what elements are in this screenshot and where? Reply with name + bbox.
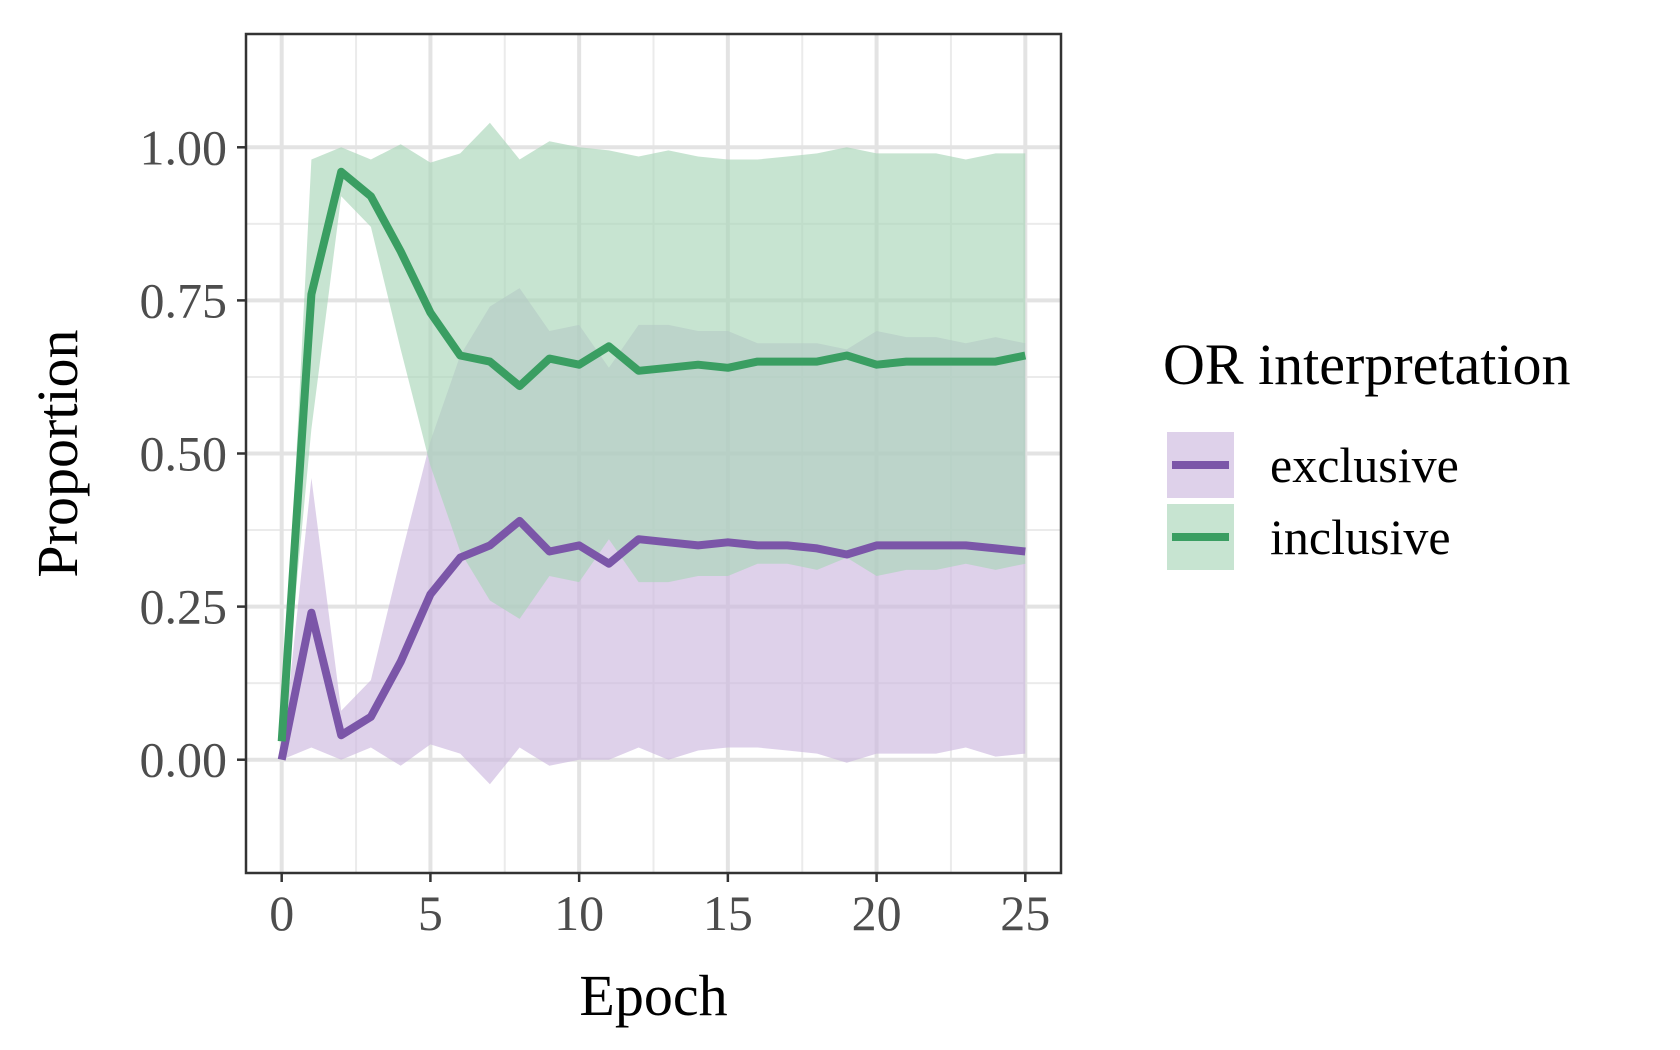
y-axis-title: Proportion bbox=[25, 329, 90, 577]
legend-items: exclusive inclusive bbox=[1167, 432, 1459, 570]
y-tick-label: 1.00 bbox=[140, 119, 228, 175]
line-inclusive bbox=[277, 167, 1027, 742]
y-tick-label: 0.25 bbox=[140, 579, 228, 635]
series-lines bbox=[277, 167, 1027, 761]
legend-label-exclusive: exclusive bbox=[1270, 437, 1459, 493]
line-exclusive bbox=[277, 516, 1026, 761]
legend-title: OR interpretation bbox=[1163, 332, 1571, 397]
y-axis: 0.00 0.25 0.50 0.75 1.00 bbox=[140, 119, 246, 788]
y-tick-label: 0.00 bbox=[140, 732, 228, 788]
ribbon-inclusive bbox=[281, 122, 1026, 742]
legend-label-inclusive: inclusive bbox=[1270, 509, 1451, 565]
x-axis: 0 5 10 15 20 25 bbox=[269, 873, 1050, 941]
x-tick-label: 15 bbox=[703, 885, 753, 941]
y-tick-label: 0.50 bbox=[140, 426, 228, 482]
legend: OR interpretation exclusive inclusive bbox=[1163, 332, 1571, 570]
x-tick-label: 0 bbox=[269, 885, 294, 941]
ribbons bbox=[281, 122, 1026, 785]
x-tick-label: 10 bbox=[554, 885, 604, 941]
x-axis-title: Epoch bbox=[579, 963, 727, 1028]
y-tick-label: 0.75 bbox=[140, 272, 228, 328]
x-tick-label: 25 bbox=[1000, 885, 1050, 941]
x-tick-label: 5 bbox=[418, 885, 443, 941]
x-tick-label: 20 bbox=[852, 885, 902, 941]
